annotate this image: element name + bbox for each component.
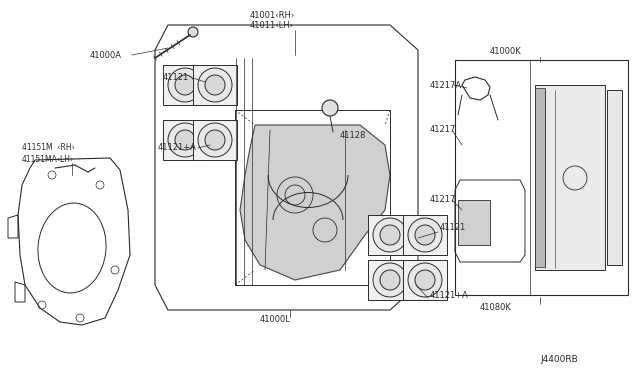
Bar bbox=[535, 88, 545, 267]
Text: 41151MA‹LH›: 41151MA‹LH› bbox=[22, 154, 74, 164]
Circle shape bbox=[188, 27, 198, 37]
Text: 41121: 41121 bbox=[163, 74, 189, 83]
Bar bbox=[535, 85, 605, 270]
Circle shape bbox=[415, 270, 435, 290]
Polygon shape bbox=[458, 200, 490, 245]
Circle shape bbox=[205, 130, 225, 150]
Circle shape bbox=[373, 218, 407, 252]
Bar bbox=[193, 120, 237, 160]
Circle shape bbox=[380, 270, 400, 290]
Circle shape bbox=[408, 218, 442, 252]
Text: 41000L: 41000L bbox=[260, 315, 291, 324]
Bar bbox=[163, 120, 207, 160]
Circle shape bbox=[380, 225, 400, 245]
Text: 41000K: 41000K bbox=[490, 48, 522, 57]
Text: 41128: 41128 bbox=[340, 131, 366, 140]
Text: J4400RB: J4400RB bbox=[540, 356, 578, 365]
Bar bbox=[368, 260, 412, 300]
Text: 41151M  ‹RH›: 41151M ‹RH› bbox=[22, 144, 75, 153]
Bar bbox=[607, 90, 622, 265]
Bar bbox=[193, 65, 237, 105]
Text: 41121+A: 41121+A bbox=[430, 291, 469, 299]
Circle shape bbox=[415, 225, 435, 245]
Text: 41121: 41121 bbox=[440, 224, 467, 232]
Bar bbox=[368, 215, 412, 255]
Text: 41121+A: 41121+A bbox=[158, 144, 197, 153]
Bar bbox=[455, 60, 628, 295]
Bar bbox=[235, 110, 390, 285]
Circle shape bbox=[175, 75, 195, 95]
Text: 41011‹LH›: 41011‹LH› bbox=[250, 22, 294, 31]
Text: 41217A: 41217A bbox=[430, 80, 462, 90]
Text: 41080K: 41080K bbox=[480, 304, 512, 312]
Circle shape bbox=[168, 123, 202, 157]
Circle shape bbox=[198, 68, 232, 102]
Text: 41217: 41217 bbox=[430, 125, 456, 135]
Circle shape bbox=[198, 123, 232, 157]
Text: 41217: 41217 bbox=[430, 196, 456, 205]
Circle shape bbox=[205, 75, 225, 95]
Bar bbox=[163, 65, 207, 105]
Text: 41000A: 41000A bbox=[90, 51, 122, 60]
Circle shape bbox=[373, 263, 407, 297]
Text: 41001‹RH›: 41001‹RH› bbox=[250, 12, 295, 20]
Polygon shape bbox=[240, 125, 390, 280]
Circle shape bbox=[168, 68, 202, 102]
Circle shape bbox=[322, 100, 338, 116]
Bar bbox=[403, 215, 447, 255]
Circle shape bbox=[175, 130, 195, 150]
Bar bbox=[403, 260, 447, 300]
Circle shape bbox=[408, 263, 442, 297]
